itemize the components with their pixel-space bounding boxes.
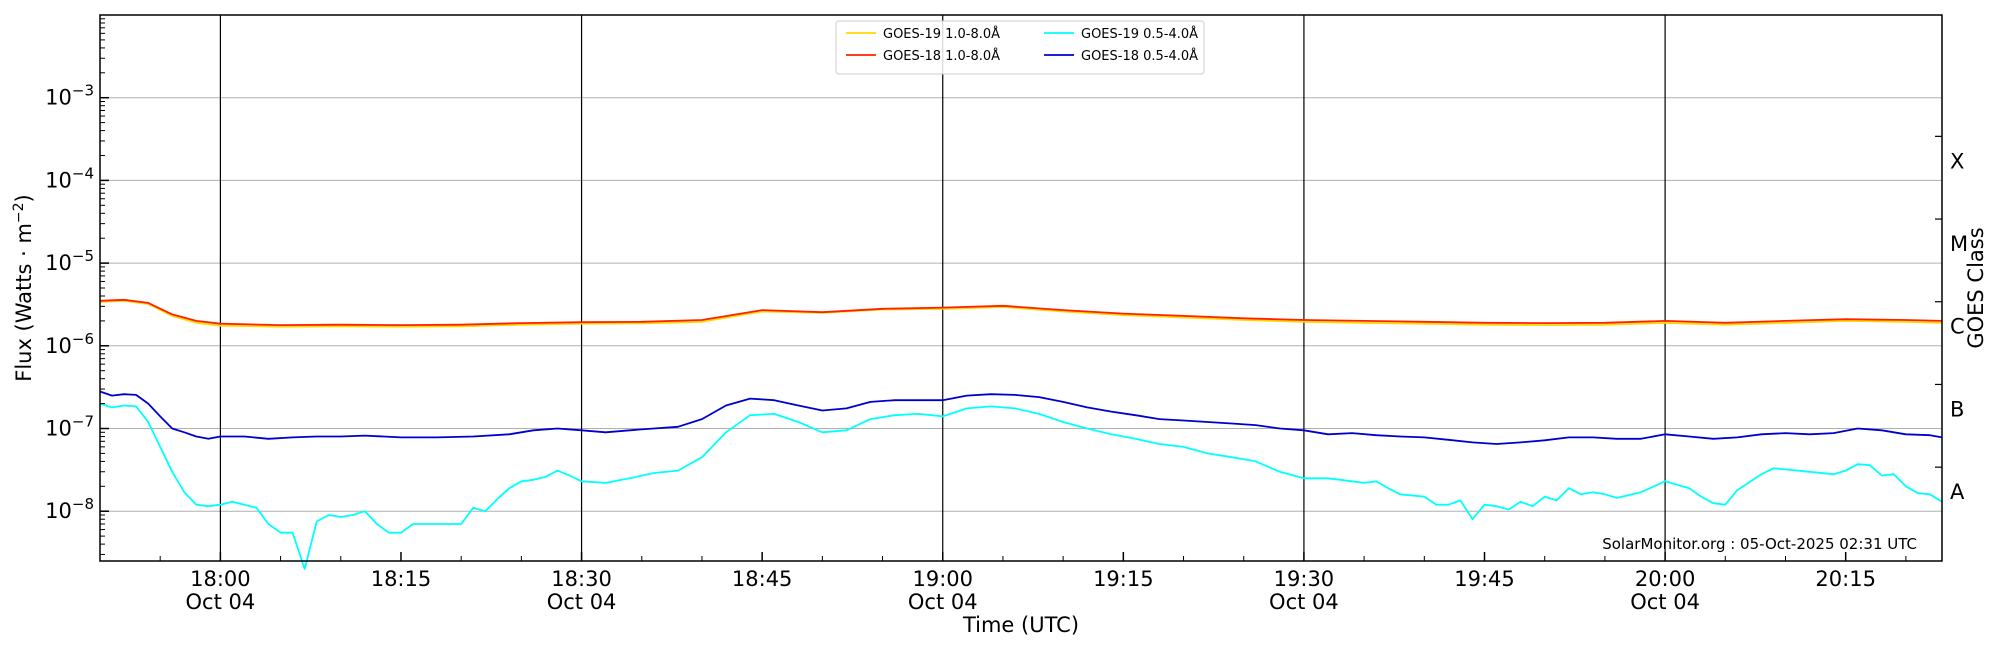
x-tick-date-label: Oct 04 [1269,590,1339,614]
legend-entry-label: GOES-18 0.5-4.0Å [1081,48,1198,64]
y-tick-label-exponent: −3 [72,82,94,100]
y-tick-label-exponent: −7 [72,413,94,431]
y-tick-label-base: 10 [45,499,72,523]
x-axis-label: Time (UTC) [962,613,1079,637]
x-tick-label: 19:00 [912,567,973,591]
y-tick-label-exponent: −8 [72,495,94,513]
goes-class-label: X [1950,149,1964,173]
series-line [99,299,1943,328]
y-axis-ticks: 10−810−710−610−510−410−3 [45,18,109,555]
legend-items: GOES-19 1.0-8.0Å GOES-18 1.0-8.0Å GOES-19 … [846,26,1198,64]
y-tick-label: 10−6 [45,330,94,358]
legend-entry-label: GOES-18 1.0-8.0Å [883,48,1000,64]
day-vertical-lines [219,15,1666,561]
y-axis-label: Flux (Watts · m−2) [11,194,36,382]
y-tick-label-base: 10 [45,86,72,110]
goes-class-label: C [1950,315,1965,339]
y-tick-label: 10−7 [45,413,94,441]
series-line [99,390,1943,445]
secondary-y-axis-label: GOES Class [1964,227,1988,348]
x-tick-label: 18:45 [732,567,793,591]
plot-frame [99,14,1943,562]
x-tick-label: 19:45 [1454,567,1515,591]
y-tick-label: 10−8 [45,495,94,523]
x-tick-date-label: Oct 04 [1630,590,1700,614]
goes-class-label: M [1950,232,1968,256]
series-layer [99,298,1943,570]
x-tick-label: 18:00 [190,567,251,591]
series-line [99,298,1943,326]
x-tick-label: 18:30 [551,567,612,591]
y-tick-label: 10−5 [45,247,94,275]
x-tick-label: 20:15 [1815,567,1876,591]
goes-class-labels: A B C M X [1935,135,1968,504]
y-tick-label: 10−3 [45,82,94,110]
series-line [99,402,1943,570]
y-tick-label-exponent: −6 [72,330,94,348]
legend-entry-label: GOES-19 1.0-8.0Å [883,26,1000,42]
y-tick-label: 10−4 [45,164,94,192]
y-axis-label-base: Flux (Watts · m [12,223,36,382]
y-tick-label-exponent: −4 [72,164,94,182]
x-tick-label: 18:15 [371,567,432,591]
x-tick-date-label: Oct 04 [908,590,978,614]
x-tick-date-label: Oct 04 [186,590,256,614]
y-axis-label-exponent: −2 [11,202,27,223]
legend: GOES-19 1.0-8.0Å GOES-18 1.0-8.0Å GOES-19 … [835,20,1205,75]
y-tick-label-base: 10 [45,251,72,275]
y-tick-label-base: 10 [45,168,72,192]
y-axis-label-close: ) [12,194,36,202]
y-tick-label-exponent: −5 [72,247,94,265]
grid-layer [100,97,1942,512]
x-tick-label: 20:00 [1635,567,1696,591]
x-tick-date-label: Oct 04 [547,590,617,614]
legend-entry-label: GOES-19 0.5-4.0Å [1081,26,1198,42]
x-tick-label: 19:15 [1093,567,1154,591]
x-tick-label: 19:30 [1274,567,1335,591]
watermark: SolarMonitor.org : 05-Oct-2025 02:31 UTC [1602,535,1917,553]
goes-class-label: A [1950,480,1965,504]
y-tick-label-base: 10 [45,417,72,441]
goes-class-label: B [1950,397,1964,421]
y-tick-label-base: 10 [45,334,72,358]
legend-box [835,20,1205,75]
